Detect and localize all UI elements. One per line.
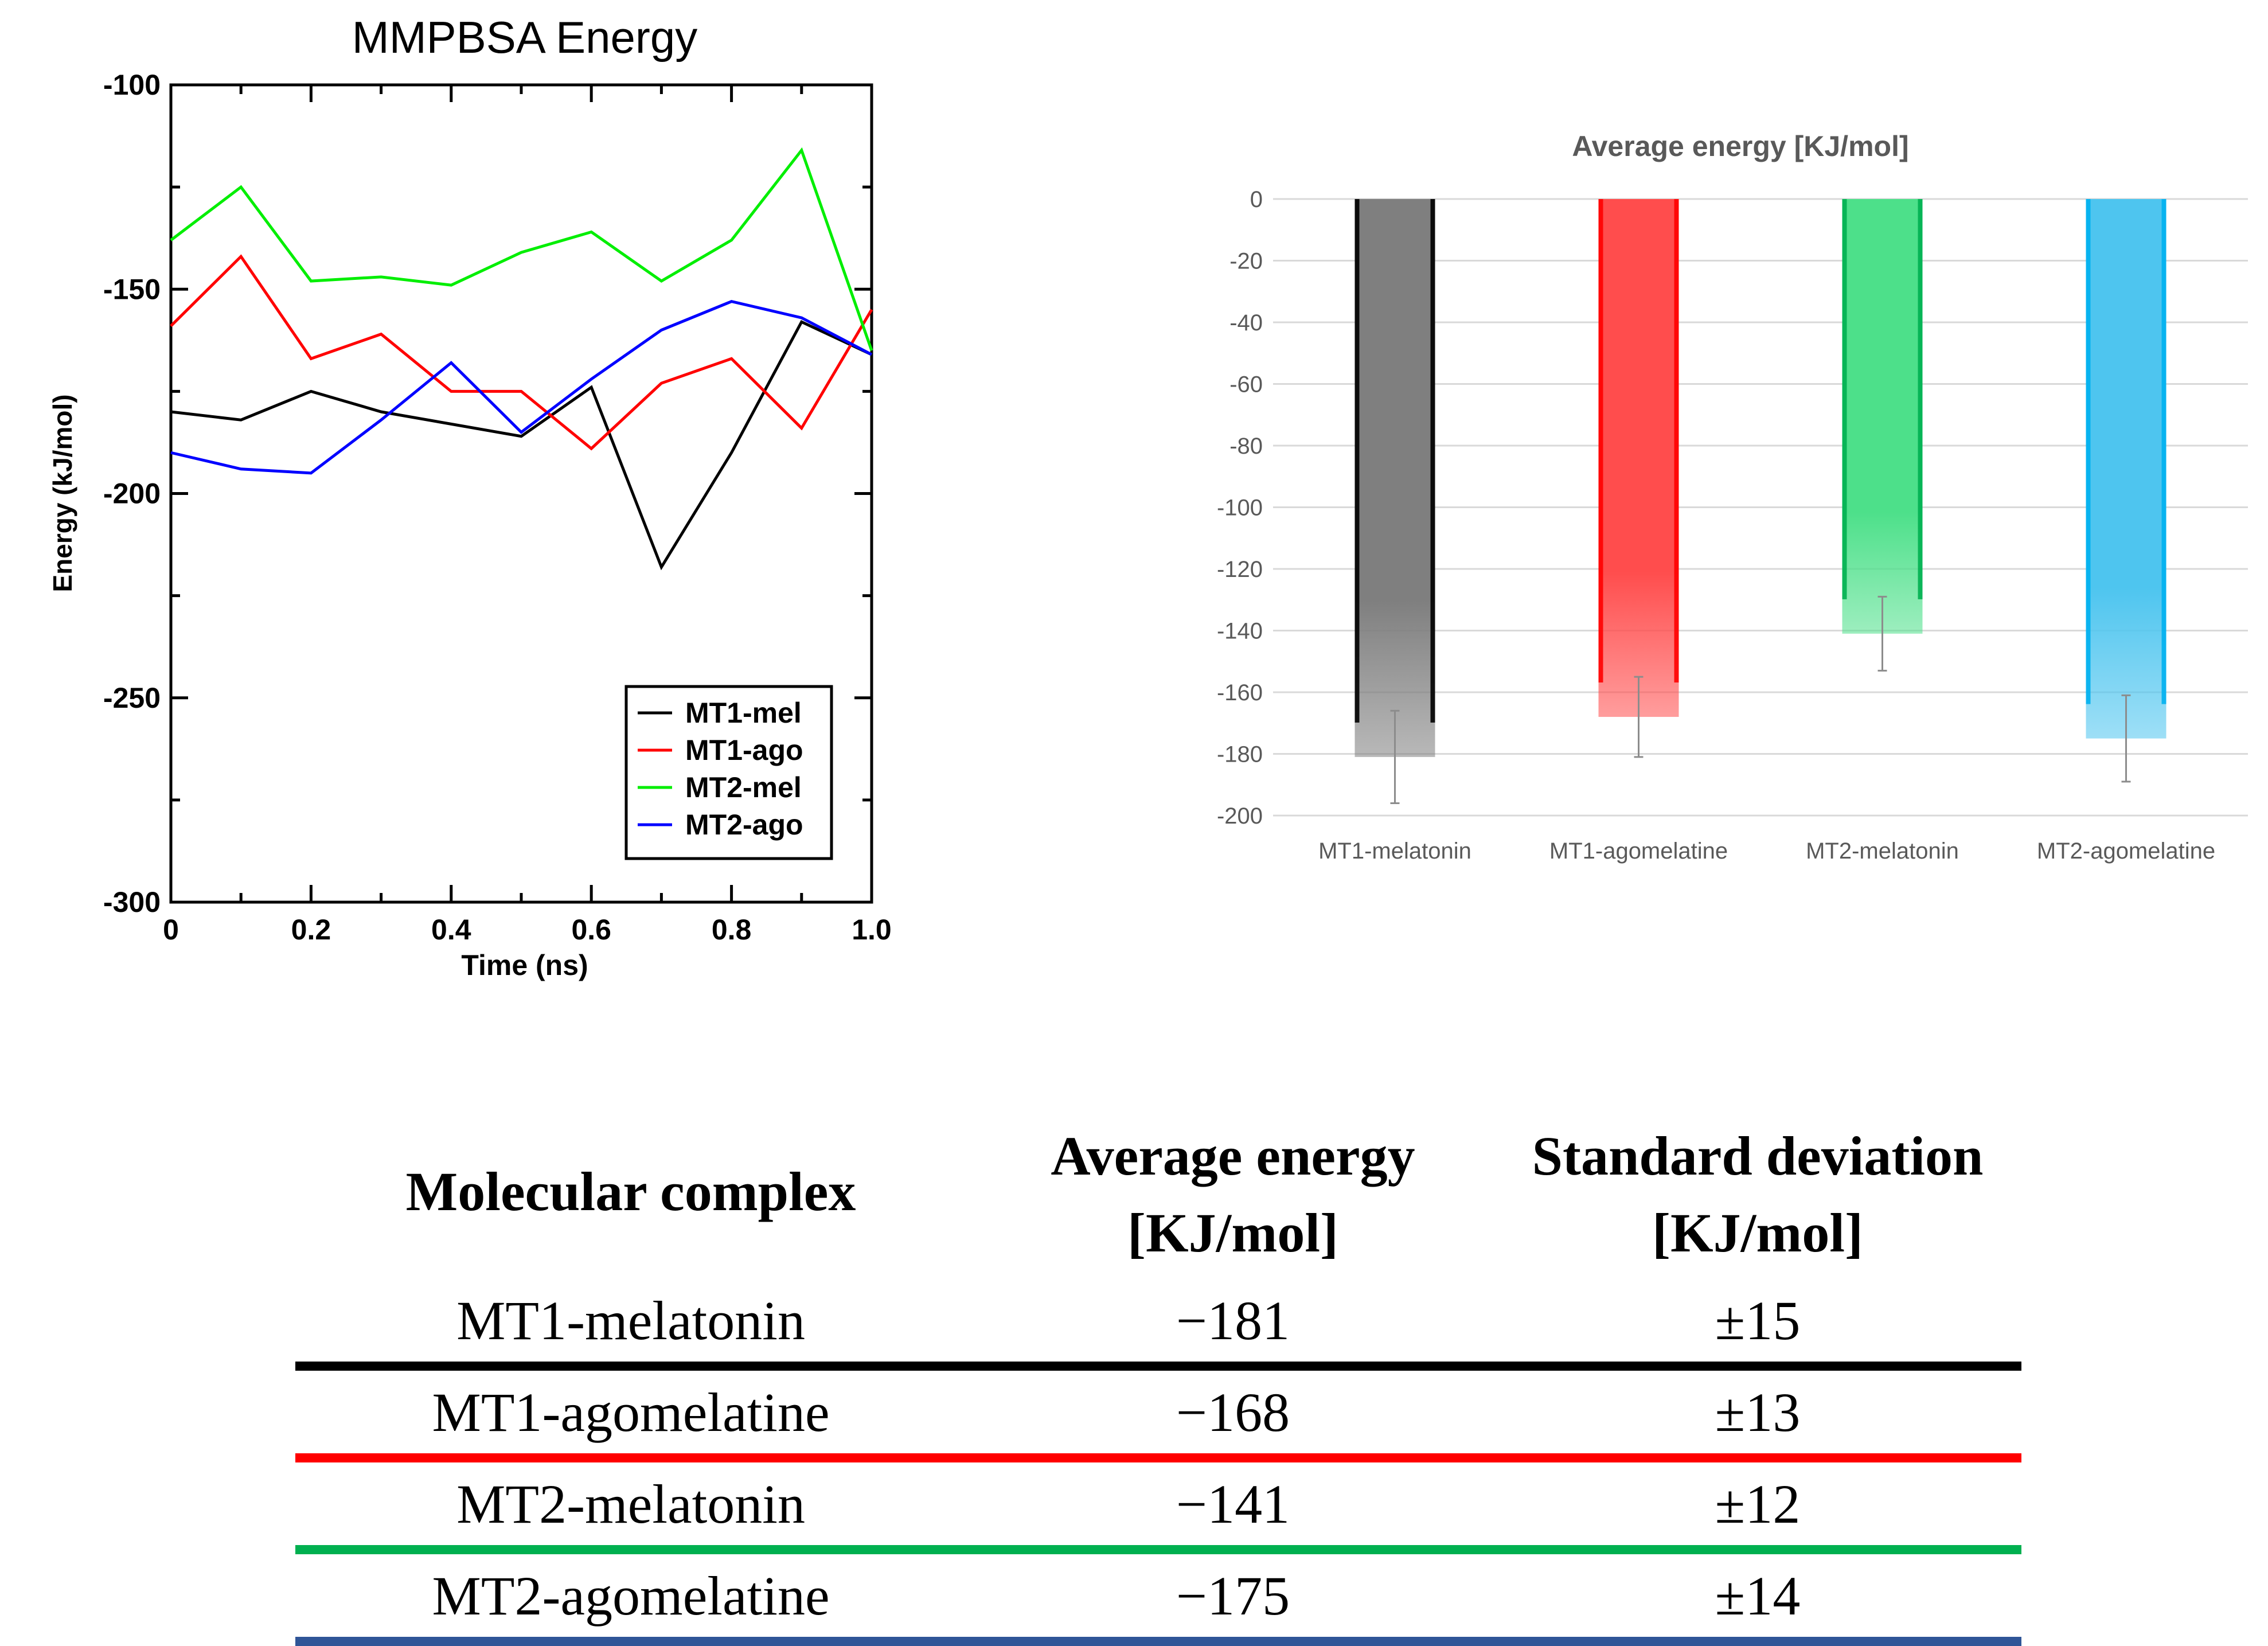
y-tick-label: -100 bbox=[103, 69, 161, 101]
x-tick-label: 0.4 bbox=[431, 914, 471, 946]
x-tick-label: 1.0 bbox=[852, 914, 892, 946]
bar-mt2-agomelatine bbox=[2086, 199, 2166, 739]
table-header-average-energy-line2: [KJ/mol] bbox=[1127, 1202, 1338, 1263]
bar-chart-y-tick-label: -20 bbox=[1229, 249, 1263, 274]
x-tick-label: 0.8 bbox=[712, 914, 752, 946]
bar-chart-y-tick-label: 0 bbox=[1250, 187, 1263, 212]
x-tick-label: 0.2 bbox=[291, 914, 331, 946]
y-tick-label: -250 bbox=[103, 682, 161, 714]
bar-mt1-agomelatine bbox=[1598, 199, 1679, 717]
line-chart-series-group bbox=[170, 147, 873, 571]
table-header-standard-deviation-line1: Standard deviation bbox=[1532, 1125, 1984, 1187]
series-line-mt1-mel bbox=[170, 319, 873, 571]
legend-label-mt2-mel: MT2-mel bbox=[685, 771, 802, 804]
legend-label-mt1-mel: MT1-mel bbox=[685, 697, 802, 729]
line-chart-x-axis-label: Time (ns) bbox=[461, 949, 588, 981]
bar-chart-error-bars bbox=[1390, 595, 2131, 804]
bar-category-label-mt1-melatonin: MT1-melatonin bbox=[1318, 838, 1471, 864]
bar-category-label-mt1-agomelatine: MT1-agomelatine bbox=[1549, 838, 1728, 864]
bar-chart-y-tick-label: -140 bbox=[1217, 619, 1263, 644]
legend-label-mt1-ago: MT1-ago bbox=[685, 734, 803, 766]
table-cell-standard-deviation: ±13 bbox=[1715, 1382, 1801, 1443]
energy-summary-table: Molecular complex Average energy [KJ/mol… bbox=[295, 1125, 2021, 1646]
series-line-mt2-ago bbox=[170, 300, 873, 475]
table-rows: MT1-melatonin −181 ±15 MT1-agomelatine −168 ±… bbox=[295, 1290, 2021, 1646]
legend-box bbox=[624, 685, 833, 860]
table-cell-complex: MT1-agomelatine bbox=[432, 1382, 829, 1443]
table-cell-average-energy: −168 bbox=[1176, 1382, 1290, 1443]
line-chart-y-axis-label: Energy (kJ/mol) bbox=[48, 394, 77, 592]
bar-chart-y-tick-label: -60 bbox=[1229, 372, 1263, 397]
bar-chart-y-tick-labels: 0 -20 -40 -60 -80 -100 -120 -140 -160 -180 -200 bbox=[1217, 187, 1263, 829]
mmpbsa-line-chart: MMPBSA Energy 0 0.2 0.4 0.6 0.8 1.0 -100-150-… bbox=[48, 12, 892, 981]
average-energy-bar-chart: Average energy [KJ/mol] 0 -20 -40 -60 -80 -10… bbox=[1217, 130, 2248, 864]
bar-chart-y-tick-label: -200 bbox=[1217, 804, 1263, 829]
series-line-mt2-mel bbox=[170, 147, 873, 351]
bar-chart-category-labels: MT1-melatonin MT1-agomelatine MT2-melatoni… bbox=[1318, 838, 2215, 864]
table-header-standard-deviation-line2: [KJ/mol] bbox=[1652, 1202, 1863, 1263]
bar-chart-y-tick-label: -180 bbox=[1217, 742, 1263, 767]
table-cell-standard-deviation: ±12 bbox=[1715, 1473, 1801, 1535]
line-chart-title: MMPBSA Energy bbox=[352, 12, 698, 63]
table-cell-complex: MT2-agomelatine bbox=[432, 1565, 829, 1627]
bar-category-label-mt2-agomelatine: MT2-agomelatine bbox=[2037, 838, 2215, 864]
x-tick-label: 0.6 bbox=[571, 914, 611, 946]
bar-category-label-mt2-melatonin: MT2-melatonin bbox=[1806, 838, 1959, 864]
table-cell-average-energy: −175 bbox=[1176, 1565, 1290, 1627]
bar-chart-y-tick-label: -80 bbox=[1229, 434, 1263, 459]
y-tick-label: -150 bbox=[103, 273, 161, 305]
line-chart-x-ticks: 0 0.2 0.4 0.6 0.8 1.0 bbox=[163, 85, 892, 946]
series-line-mt1-ago bbox=[170, 254, 873, 451]
table-cell-standard-deviation: ±14 bbox=[1715, 1565, 1801, 1627]
bar-chart-title: Average energy [KJ/mol] bbox=[1572, 130, 1908, 162]
bar-mt2-melatonin bbox=[1842, 199, 1923, 634]
table-cell-standard-deviation: ±15 bbox=[1715, 1290, 1801, 1351]
line-chart-legend: MT1-mel MT1-ago MT2-mel MT2-ago bbox=[624, 685, 833, 860]
bar-chart-y-tick-label: -100 bbox=[1217, 496, 1263, 521]
y-tick-label: -300 bbox=[103, 886, 161, 918]
legend-label-mt2-ago: MT2-ago bbox=[685, 809, 803, 841]
y-tick-label: -200 bbox=[103, 478, 161, 510]
bar-chart-y-tick-label: -120 bbox=[1217, 557, 1263, 582]
table-cell-average-energy: −141 bbox=[1176, 1473, 1290, 1535]
table-cell-complex: MT1-melatonin bbox=[456, 1290, 805, 1351]
bar-mt1-melatonin bbox=[1354, 199, 1435, 757]
bar-chart-y-tick-label: -40 bbox=[1229, 310, 1263, 336]
bar-chart-gridlines bbox=[1273, 198, 2248, 817]
line-chart-y-ticks: -100 -150 -200 -250 -300 bbox=[103, 69, 872, 918]
bar-chart-bars bbox=[1354, 199, 2166, 757]
table-header-average-energy-line1: Average energy bbox=[1051, 1125, 1415, 1187]
table-cell-complex: MT2-melatonin bbox=[456, 1473, 805, 1535]
table-header-molecular-complex: Molecular complex bbox=[406, 1161, 856, 1222]
x-tick-label: 0 bbox=[163, 914, 179, 946]
table-cell-average-energy: −181 bbox=[1176, 1290, 1290, 1351]
bar-chart-y-tick-label: -160 bbox=[1217, 680, 1263, 705]
